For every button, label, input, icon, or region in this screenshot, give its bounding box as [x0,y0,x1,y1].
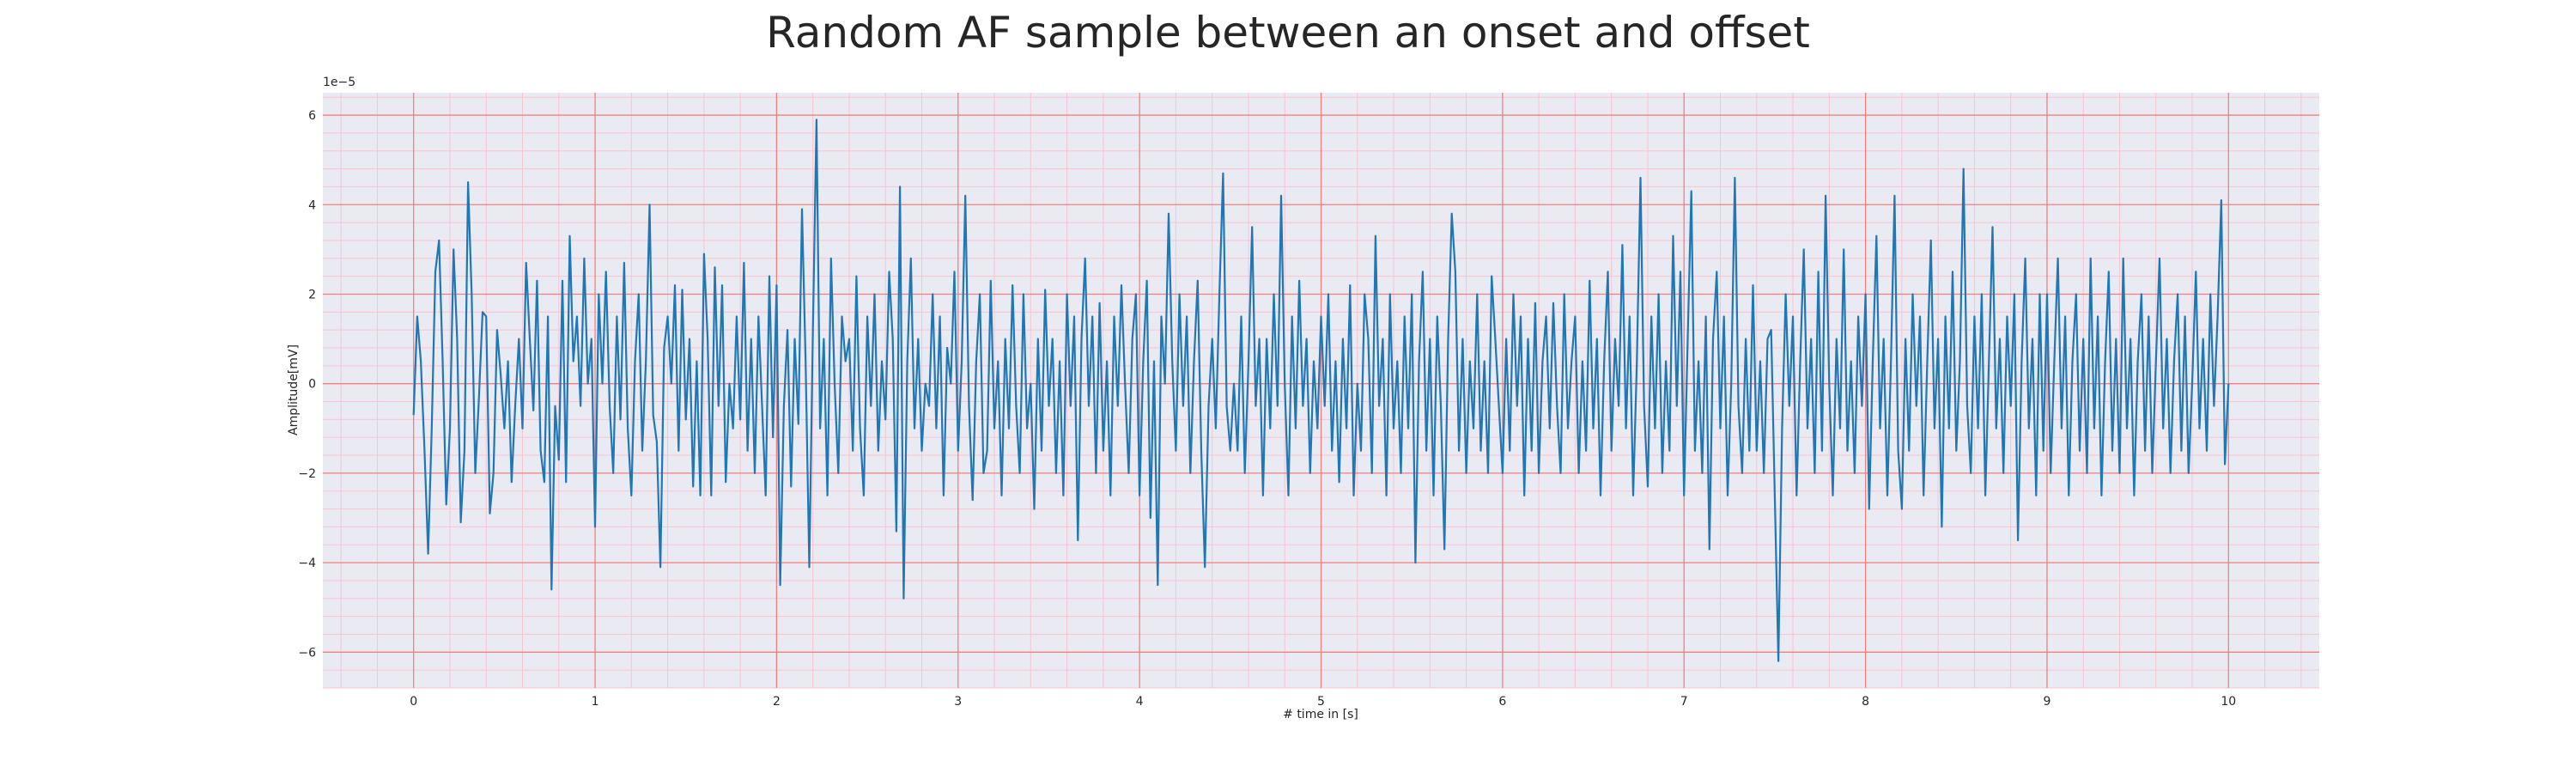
y-tick-label: −2 [298,467,316,481]
x-tick-label: 3 [954,695,962,709]
x-tick-labels: 0 1 2 3 4 5 6 7 8 9 10 [410,695,2236,709]
x-tick-label: 7 [1680,695,1688,709]
y-tick-labels: −6 −4 −2 0 2 4 6 [298,109,316,660]
chart-title: Random AF sample between an onset and of… [766,8,1810,58]
x-tick-label: 1 [592,695,599,709]
series-line [412,119,2230,662]
x-tick-label: 5 [1317,695,1325,709]
y-tick-label: −6 [298,646,316,660]
x-tick-label: 8 [1862,695,1869,709]
x-axis-label: # time in [s] [1283,708,1358,721]
y-tick-label: −4 [298,557,316,570]
x-tick-label: 0 [410,695,417,709]
x-tick-label: 10 [2221,695,2236,709]
series-layer [412,119,2230,662]
y-tick-label: 0 [308,378,316,392]
y-tick-label: 6 [308,109,316,123]
x-tick-label: 9 [2043,695,2050,709]
x-tick-label: 4 [1136,695,1144,709]
y-offset-label: 1e−5 [323,76,355,89]
x-tick-label: 6 [1498,695,1506,709]
y-axis-label: Amplitude[mV] [287,344,301,435]
x-tick-label: 2 [773,695,781,709]
y-tick-label: 4 [308,198,316,212]
y-tick-label: 2 [308,288,316,301]
